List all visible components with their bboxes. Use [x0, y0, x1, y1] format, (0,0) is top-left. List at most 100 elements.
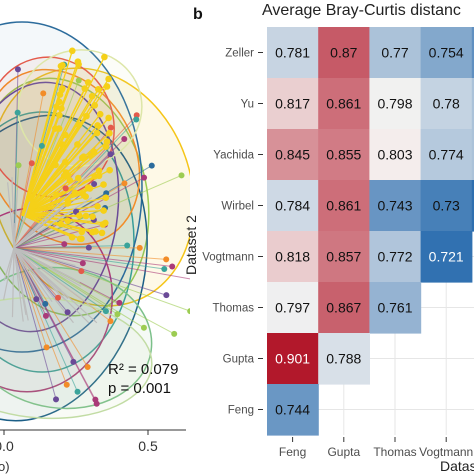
sample-ray — [13, 247, 53, 303]
sample-point — [89, 213, 96, 221]
p-value-annotation: p = 0.001 — [108, 380, 171, 397]
sample-point — [59, 141, 66, 148]
sample-point — [96, 110, 104, 118]
heatmap-value-label: 0.818 — [275, 249, 310, 265]
sample-ray — [13, 247, 76, 267]
sample-point — [64, 217, 72, 225]
sample-ray — [21, 124, 80, 216]
sample-ray — [13, 209, 61, 249]
sample-point — [92, 396, 99, 403]
heatmap-cell-partial — [471, 180, 474, 232]
heatmap-value-label: 0.78 — [433, 96, 460, 112]
sample-ray — [21, 113, 101, 216]
sample-point — [148, 162, 155, 169]
heatmap-x-tick-label: Vogtmann — [419, 445, 473, 459]
sample-point — [33, 296, 40, 303]
ordination-panel: R² = 0.079 p = 0.001 0.0 0.5 o) — [0, 21, 190, 474]
sample-point — [42, 300, 49, 307]
sample-point — [43, 344, 50, 351]
heatmap-value-label: 0.761 — [377, 300, 412, 316]
heatmap-value-label: 0.861 — [326, 96, 361, 112]
sample-point — [102, 143, 110, 150]
heatmap-cell — [318, 27, 370, 79]
heatmap-cell — [369, 180, 422, 232]
sample-point — [163, 256, 170, 263]
sample-point — [61, 241, 68, 248]
sample-ray — [21, 201, 69, 216]
heatmap-cell — [369, 231, 422, 283]
heatmap-value-label: 0.784 — [275, 198, 310, 214]
heatmap-value-labels: 0.781 0.87 0.77 0.754 0.817 0.861 0.798 0.78 0.8… — [275, 45, 464, 418]
sample-ray — [13, 219, 95, 249]
sample-point — [140, 324, 147, 331]
sample-point — [95, 167, 103, 174]
heatmap-value-label: 0.788 — [326, 351, 361, 367]
sample-point — [114, 311, 121, 318]
heatmap-y-ticks: Zeller Yu Yachida Wirbel Vogtmann Thomas Gupta… — [202, 48, 263, 417]
sample-point — [141, 174, 148, 181]
sample-ray — [13, 247, 57, 400]
sample-point — [79, 260, 86, 267]
sample-ray — [11, 247, 15, 318]
heatmap-y-tick-label: Feng — [228, 405, 254, 417]
sample-ray — [21, 94, 61, 216]
sample-ray — [13, 243, 65, 249]
sample-point — [56, 91, 64, 98]
sample-ray — [13, 247, 57, 265]
heatmap-cell — [267, 27, 319, 79]
sample-ray — [13, 224, 106, 249]
heatmap-value-label: 0.861 — [326, 198, 361, 214]
sample-point — [14, 109, 21, 116]
heatmap-y-axis-label: Dataset 2 — [183, 215, 199, 275]
sample-point — [57, 62, 65, 70]
sample-point — [52, 125, 59, 132]
sample-ray — [13, 247, 82, 287]
sample-ray — [13, 188, 67, 249]
sample-point — [91, 173, 98, 180]
sample-point — [93, 129, 101, 137]
heatmap-value-label: 0.781 — [275, 45, 310, 61]
sample-point — [64, 198, 72, 206]
heatmap-x-axis-label: Datas — [440, 458, 474, 474]
sample-point — [79, 190, 87, 198]
heatmap-cell — [420, 78, 473, 130]
group-ellipse — [0, 296, 153, 420]
heatmap-cells — [267, 27, 474, 436]
heatmap-value-label: 0.798 — [377, 96, 412, 112]
heatmap-cell — [267, 231, 319, 283]
heatmap-value-label: 0.845 — [275, 147, 310, 163]
sample-ray — [13, 247, 79, 393]
sample-point — [78, 154, 86, 162]
heatmap-title: Average Bray-Curtis distanc — [262, 2, 461, 19]
sample-point — [57, 220, 65, 228]
heatmap-y-tick-label: Zeller — [225, 48, 254, 60]
sample-ray — [13, 247, 46, 309]
heatmap-cell — [267, 180, 319, 232]
sample-point — [83, 112, 90, 120]
sample-ray — [13, 247, 190, 280]
sample-ray — [7, 182, 15, 249]
sample-point — [161, 265, 168, 272]
heatmap-cell-partial — [471, 78, 474, 130]
sample-point — [94, 203, 101, 210]
sample-point — [61, 131, 69, 139]
heatmap-value-label: 0.855 — [326, 147, 361, 163]
sample-point — [105, 114, 112, 122]
sample-ray — [13, 247, 107, 312]
sample-ray — [13, 174, 182, 249]
sample-point — [105, 75, 112, 83]
sample-ray — [13, 80, 80, 249]
sample-rays — [3, 50, 190, 404]
sample-point — [102, 308, 109, 315]
sample-ray — [13, 192, 107, 249]
sample-ray — [13, 247, 24, 322]
heatmap-y-tick-label: Wirbel — [221, 201, 254, 213]
sample-ray — [6, 247, 15, 281]
sample-point — [68, 233, 76, 241]
sample-ray — [11, 177, 15, 249]
sample-point — [62, 158, 69, 166]
heatmap-value-label: 0.772 — [377, 249, 412, 265]
sample-ray — [13, 247, 118, 315]
heatmap-y-tick-label: Vogtmann — [202, 252, 254, 264]
heatmap-cell — [318, 231, 370, 283]
